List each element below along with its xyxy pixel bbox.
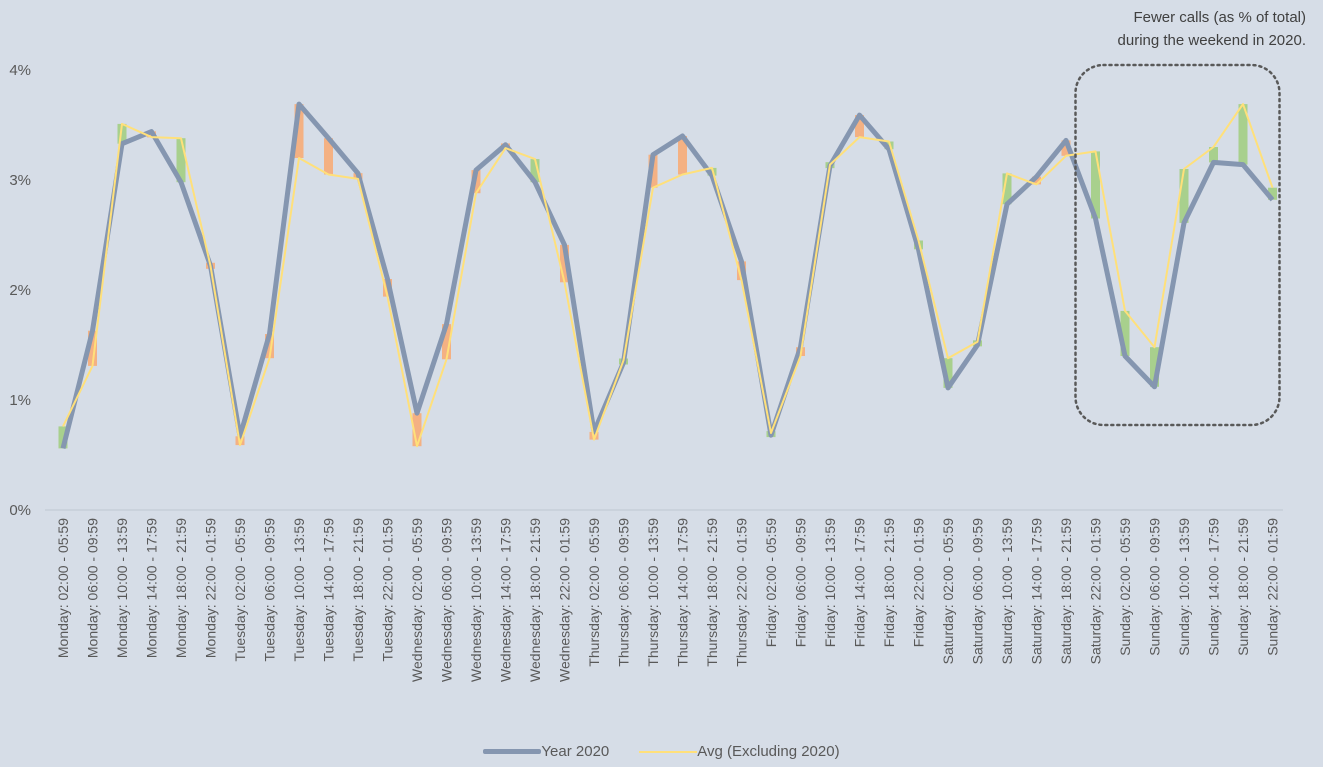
difference-bar [176,138,186,183]
legend: Year 2020 Avg (Excluding 2020) [0,743,1323,760]
x-tick-label: Monday: 18:00 - 21:59 [173,518,189,658]
x-tick-label: Saturday: 02:00 - 05:59 [940,518,956,665]
y-tick-label: 4% [9,62,31,79]
x-tick-label: Tuesday: 10:00 - 13:59 [291,518,307,662]
x-tick-label: Friday: 06:00 - 09:59 [793,518,809,647]
x-tick-label: Wednesday: 06:00 - 09:59 [439,518,455,682]
x-tick-label: Tuesday: 02:00 - 05:59 [232,518,248,662]
x-tick-label: Sunday: 18:00 - 21:59 [1235,518,1251,656]
difference-bar [117,123,127,144]
x-axis-tick-labels: Monday: 02:00 - 05:59 Monday: 06:00 - 09:… [55,518,1281,682]
x-tick-label: Wednesday: 14:00 - 17:59 [498,518,514,682]
x-tick-label: Wednesday: 22:00 - 01:59 [557,518,573,682]
x-tick-label: Tuesday: 18:00 - 21:59 [350,518,366,662]
difference-bar [412,413,422,447]
difference-bar [265,334,274,359]
x-tick-label: Friday: 02:00 - 05:59 [763,518,779,647]
weekend-annotation: Fewer calls (as % of total) during the w… [986,6,1306,52]
x-tick-label: Sunday: 02:00 - 05:59 [1117,518,1133,656]
x-tick-label: Sunday: 06:00 - 09:59 [1147,518,1163,656]
difference-bar [294,104,304,158]
difference-bar [1120,310,1130,356]
x-tick-label: Thursday: 10:00 - 13:59 [645,518,661,667]
x-tick-label: Monday: 22:00 - 01:59 [203,518,219,658]
x-tick-label: Saturday: 18:00 - 21:59 [1058,518,1074,665]
difference-bar [884,141,894,150]
x-tick-label: Friday: 10:00 - 13:59 [822,518,838,647]
x-tick-label: Saturday: 14:00 - 17:59 [1029,518,1045,665]
difference-bar [442,324,451,360]
difference-bar [88,330,97,366]
x-tick-label: Monday: 02:00 - 05:59 [55,518,71,658]
x-tick-label: Wednesday: 10:00 - 13:59 [468,518,484,682]
annotation-line-1: Fewer calls (as % of total) [1133,9,1306,26]
difference-bar [530,159,540,183]
x-tick-label: Tuesday: 14:00 - 17:59 [321,518,337,662]
legend-item-year-2020: Year 2020 [483,743,609,760]
y-tick-label: 1% [9,392,31,409]
difference-bar [943,358,953,388]
x-tick-label: Wednesday: 02:00 - 05:59 [409,518,425,682]
x-tick-label: Monday: 06:00 - 09:59 [85,518,101,658]
series-line-year-2020 [60,101,1275,450]
weekend-highlight-box [1074,63,1281,427]
x-tick-label: Saturday: 10:00 - 13:59 [999,518,1015,665]
x-tick-label: Friday: 18:00 - 21:59 [881,518,897,647]
difference-bar [1032,176,1041,185]
x-tick-label: Friday: 14:00 - 17:59 [852,518,868,647]
legend-swatch-year-2020 [483,749,542,754]
x-tick-label: Saturday: 22:00 - 01:59 [1088,518,1104,665]
x-tick-label: Sunday: 14:00 - 17:59 [1206,518,1222,656]
difference-bar [1268,187,1277,200]
x-tick-label: Monday: 14:00 - 17:59 [144,518,160,658]
difference-bar [1179,169,1189,223]
difference-bar [58,426,68,449]
annotation-line-2: during the weekend in 2020. [1117,32,1306,49]
difference-bar [324,138,333,175]
difference-bar [1238,104,1248,165]
series-line-avg-excluding-2020 [62,103,1274,448]
legend-label-year-2020: Year 2020 [541,743,610,760]
legend-item-avg: Avg (Excluding 2020) [639,743,840,760]
x-tick-label: Thursday: 22:00 - 01:59 [734,518,750,667]
x-tick-label: Wednesday: 18:00 - 21:59 [527,518,543,682]
x-tick-label: Tuesday: 22:00 - 01:59 [380,518,396,662]
difference-bar [1209,147,1218,163]
difference-bar [855,115,864,138]
x-tick-label: Sunday: 22:00 - 01:59 [1265,518,1281,656]
difference-bar [560,244,569,283]
difference-bar [1150,347,1159,387]
x-tick-label: Tuesday: 06:00 - 09:59 [262,518,278,662]
x-tick-label: Thursday: 02:00 - 05:59 [586,518,602,667]
x-tick-label: Thursday: 14:00 - 17:59 [675,518,691,667]
difference-bars [58,104,1277,449]
difference-bar [1002,173,1012,205]
difference-bar [1091,151,1100,219]
legend-swatch-avg [639,750,698,753]
x-tick-label: Friday: 22:00 - 01:59 [911,518,927,647]
x-tick-label: Saturday: 06:00 - 09:59 [970,518,986,665]
y-axis: 0% 1% 2% 3% 4% [9,62,31,519]
difference-bar [678,136,687,175]
x-tick-label: Sunday: 10:00 - 13:59 [1176,518,1192,656]
x-tick-label: Monday: 10:00 - 13:59 [114,518,130,658]
y-tick-label: 3% [9,172,31,189]
legend-label-avg: Avg (Excluding 2020) [697,743,840,760]
y-tick-label: 2% [9,282,31,299]
y-tick-label: 0% [9,502,31,519]
x-tick-label: Thursday: 06:00 - 09:59 [616,518,632,667]
difference-bar [1061,140,1071,156]
x-tick-label: Thursday: 18:00 - 21:59 [704,518,720,667]
